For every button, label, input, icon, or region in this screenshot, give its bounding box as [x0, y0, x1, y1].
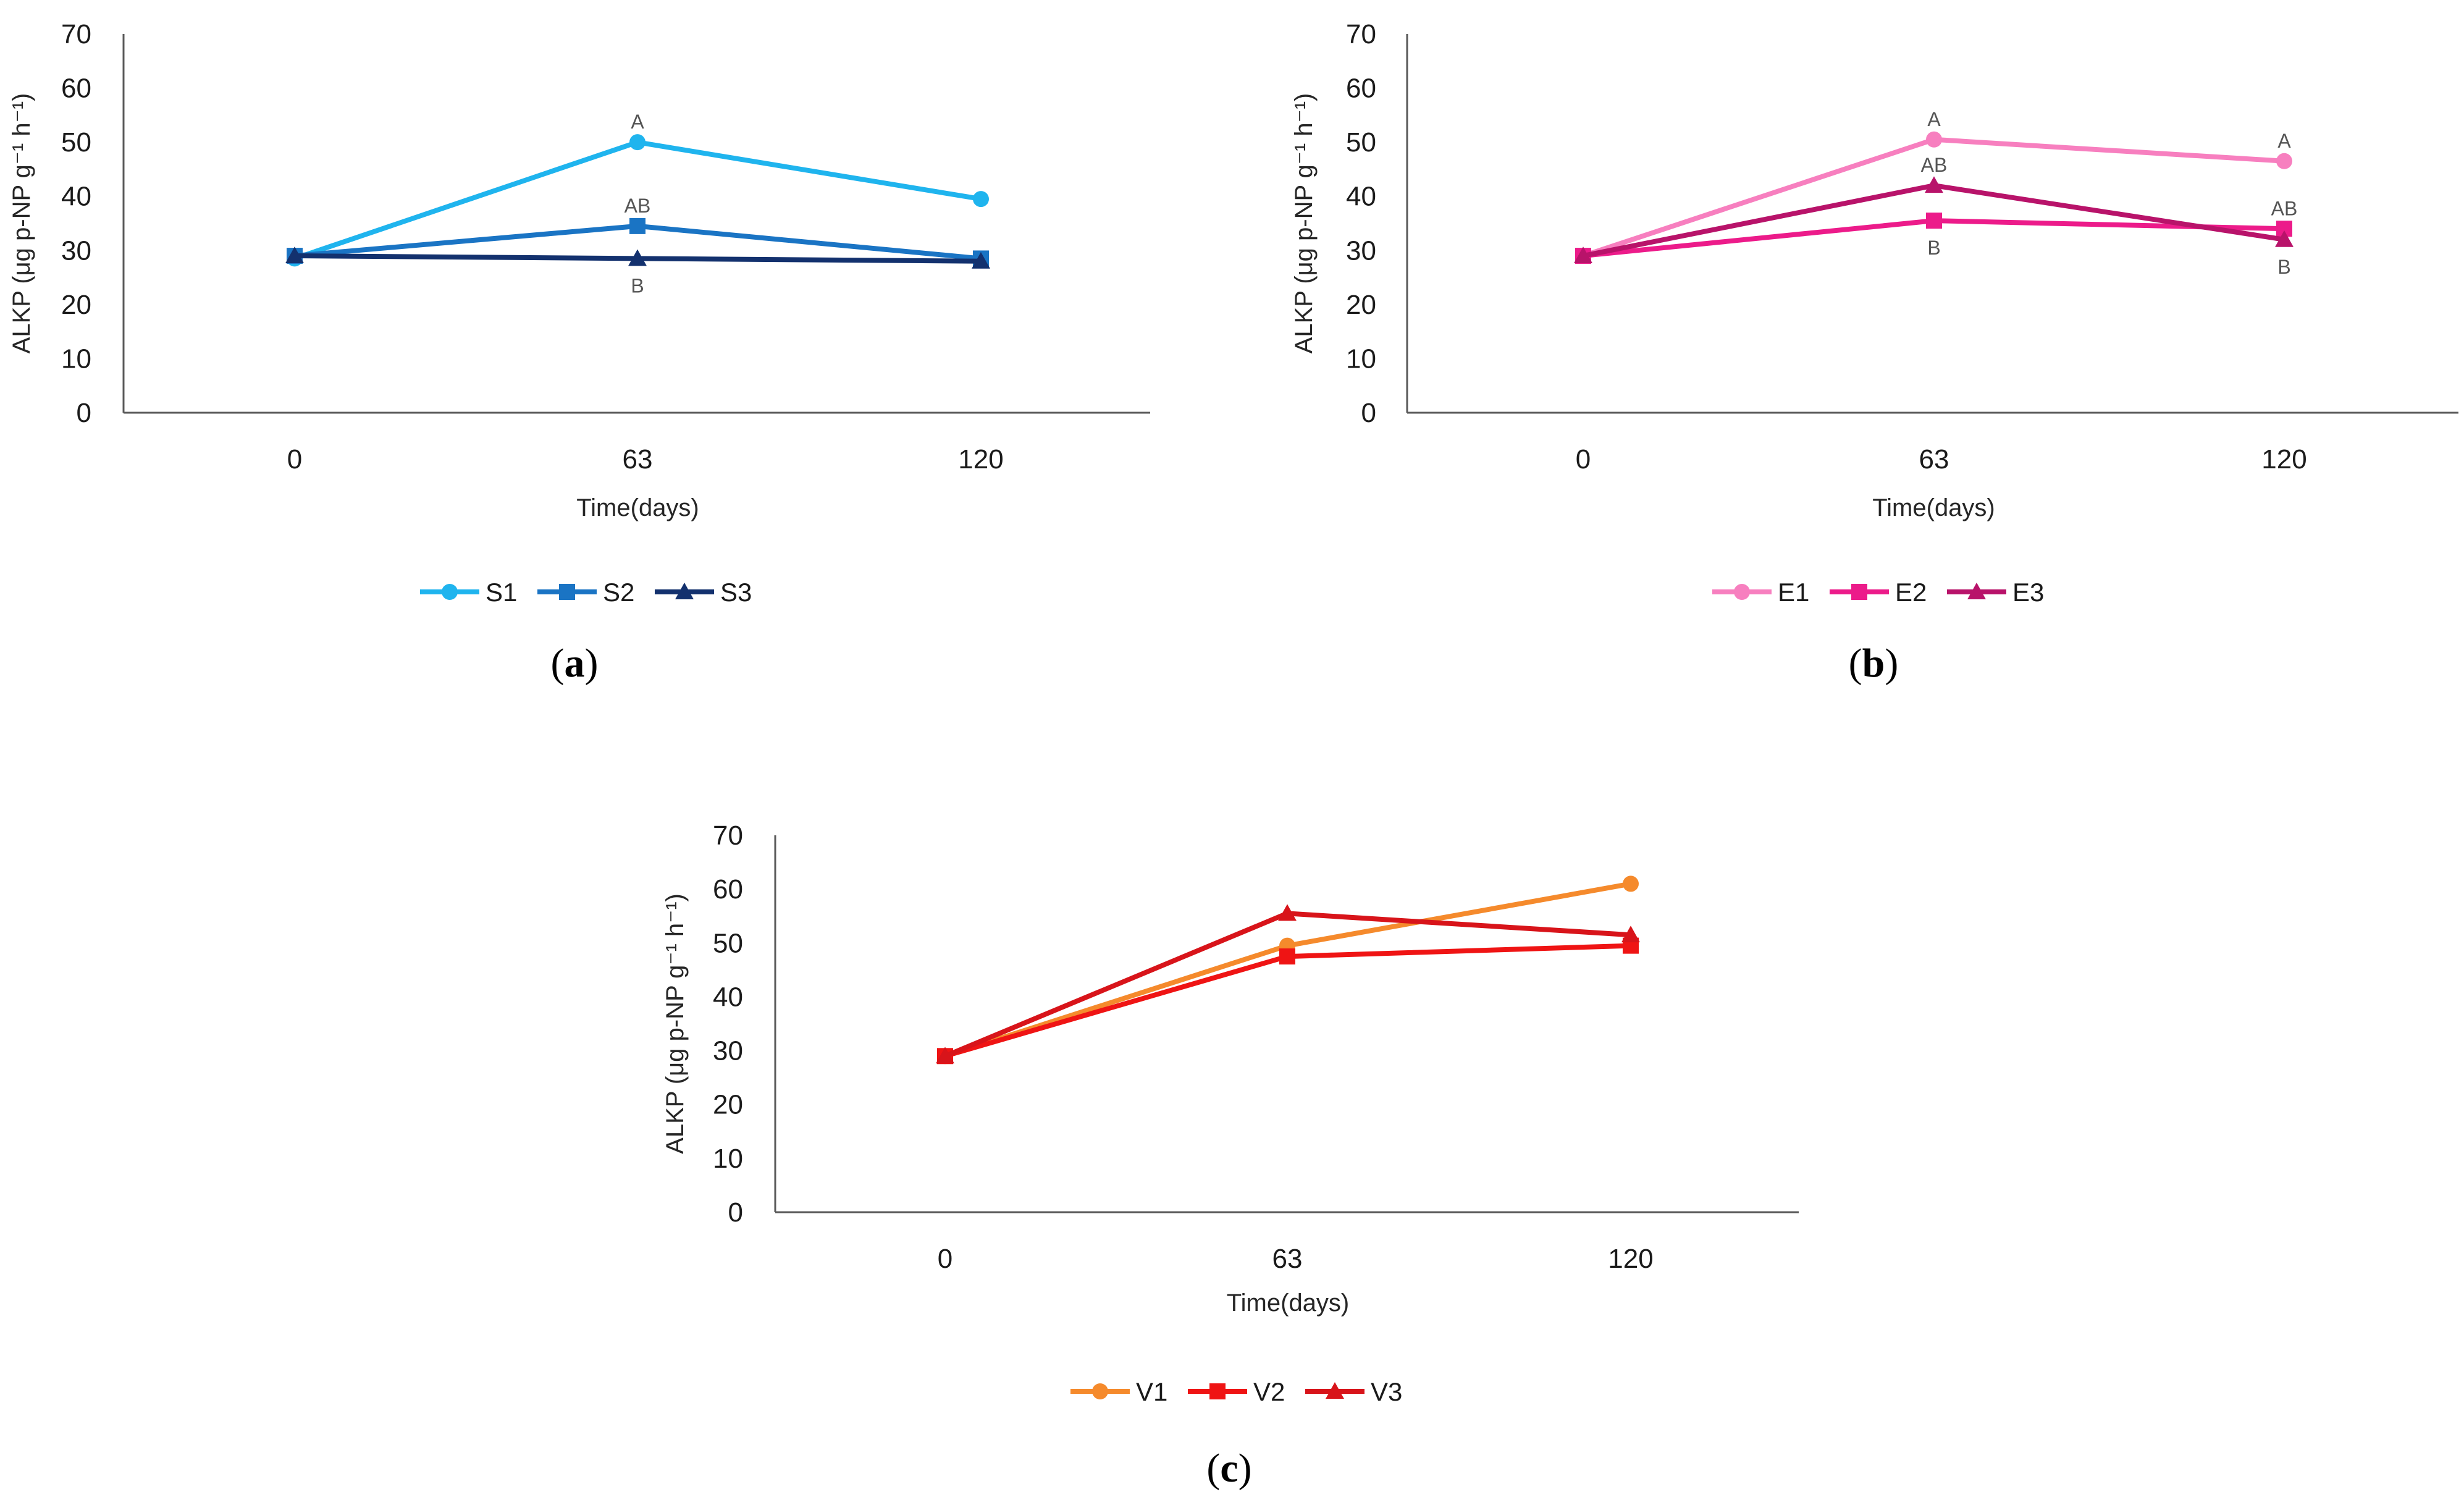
- data-point-V1: [1623, 875, 1639, 892]
- y-tick-label: 30: [61, 235, 91, 266]
- data-point-S3: [285, 247, 304, 264]
- y-tick-label: 40: [713, 982, 743, 1012]
- chart-panel-c: 0 10 20 30 40 50 60 70 0 63 120 Time(days) ALKP (μg …: [662, 820, 1799, 1491]
- panel-label: (b): [1849, 641, 1899, 686]
- legend: S1 S2 S3: [420, 578, 752, 607]
- legend-marker: [1851, 584, 1867, 600]
- y-tick-label: 30: [713, 1036, 743, 1066]
- panel-label: (a): [551, 641, 599, 686]
- data-point-E1: [1926, 131, 1942, 148]
- significance-label: A: [631, 111, 644, 133]
- significance-label: B: [1927, 237, 1940, 259]
- legend: E1 E2 E3: [1712, 578, 2044, 607]
- y-tick-label: 20: [1346, 290, 1376, 320]
- significance-label: B: [631, 274, 644, 297]
- legend-entry: E3: [2012, 578, 2044, 607]
- y-tick-label: 60: [713, 874, 743, 905]
- data-point-S3: [972, 251, 990, 269]
- y-tick-label: 60: [61, 74, 91, 104]
- y-tick-label: 50: [1346, 127, 1376, 158]
- x-tick-label: 63: [1272, 1244, 1303, 1274]
- y-axis-title: ALKP (μg p-NP g⁻¹ h⁻¹): [662, 893, 689, 1154]
- data-point-S1: [973, 191, 989, 208]
- legend-entry: V2: [1253, 1377, 1285, 1406]
- chart-panel-a: 0 10 20 30 40 50 60 70 0 63 120 Time(days) ALKP (μg …: [8, 19, 1150, 686]
- y-tick-label: 20: [61, 290, 91, 320]
- significance-label: A: [2277, 130, 2291, 152]
- data-point-E3: [1574, 247, 1592, 264]
- y-tick-label: 40: [61, 182, 91, 212]
- x-tick-label: 120: [958, 444, 1003, 475]
- y-tick-label: 0: [1361, 398, 1376, 428]
- legend: V1 V2 V3: [1070, 1377, 1402, 1406]
- y-tick-label: 0: [77, 398, 91, 428]
- legend-entry: V3: [1371, 1377, 1402, 1406]
- data-point-E2: [1926, 213, 1942, 229]
- significance-label: AB: [2271, 197, 2298, 219]
- y-tick-label: 40: [1346, 182, 1376, 212]
- y-tick-label: 20: [713, 1090, 743, 1120]
- data-point-E3: [2275, 230, 2294, 247]
- x-axis-title: Time(days): [1872, 494, 1995, 521]
- significance-label: A: [1927, 108, 1941, 130]
- legend-marker: [442, 584, 458, 600]
- x-tick-label: 0: [1576, 444, 1591, 475]
- data-point-V3: [1278, 904, 1297, 921]
- data-point-V3: [1621, 926, 1640, 943]
- y-tick-label: 50: [61, 127, 91, 158]
- y-axis-title: ALKP (μg p-NP g⁻¹ h⁻¹): [1290, 93, 1318, 354]
- y-tick-label: 50: [713, 928, 743, 958]
- data-point-E3: [1925, 176, 1943, 193]
- x-axis-title: Time(days): [1227, 1289, 1350, 1317]
- data-point-S2: [629, 217, 645, 234]
- legend-marker: [1326, 1382, 1344, 1399]
- chart-panel-b: 0 10 20 30 40 50 60 70 0 63 120 Time(days) ALKP (μg …: [1290, 19, 2458, 686]
- y-tick-label: 0: [728, 1197, 743, 1228]
- y-tick-label: 10: [1346, 344, 1376, 374]
- significance-label: AB: [1921, 154, 1948, 176]
- x-tick-label: 63: [1919, 444, 1949, 475]
- legend-entry: E1: [1778, 578, 1809, 607]
- x-tick-label: 0: [938, 1244, 952, 1274]
- data-point-V3: [936, 1047, 954, 1064]
- legend-marker: [1092, 1383, 1108, 1399]
- data-point-S3: [628, 249, 647, 266]
- legend-marker: [559, 584, 575, 600]
- data-point-V2: [1279, 948, 1295, 965]
- y-tick-label: 30: [1346, 235, 1376, 266]
- y-tick-label: 70: [713, 820, 743, 851]
- legend-entry: S3: [720, 578, 752, 607]
- y-tick-label: 70: [1346, 19, 1376, 49]
- significance-label: AB: [624, 195, 651, 217]
- legend-entry: S2: [603, 578, 634, 607]
- y-axis-title: ALKP (μg p-NP g⁻¹ h⁻¹): [8, 93, 35, 354]
- legend-marker: [1734, 584, 1750, 600]
- y-tick-label: 70: [61, 19, 91, 49]
- x-tick-label: 120: [1608, 1244, 1653, 1274]
- x-tick-label: 63: [623, 444, 653, 475]
- legend-marker: [1209, 1383, 1226, 1399]
- legend-entry: S1: [486, 578, 517, 607]
- y-tick-label: 10: [61, 344, 91, 374]
- x-tick-label: 0: [287, 444, 302, 475]
- legend-entry: E2: [1895, 578, 1927, 607]
- data-point-E1: [2276, 153, 2292, 169]
- legend-marker: [1967, 583, 1986, 599]
- significance-label: B: [2277, 256, 2290, 278]
- x-tick-label: 120: [2261, 444, 2306, 475]
- panel-label: (c): [1206, 1446, 1251, 1491]
- series-line-V3: [944, 911, 1631, 1058]
- data-point-S1: [629, 134, 645, 151]
- x-axis-title: Time(days): [576, 494, 699, 521]
- legend-marker: [675, 583, 694, 599]
- y-tick-label: 60: [1346, 74, 1376, 104]
- legend-entry: V1: [1136, 1377, 1167, 1406]
- y-tick-label: 10: [713, 1144, 743, 1174]
